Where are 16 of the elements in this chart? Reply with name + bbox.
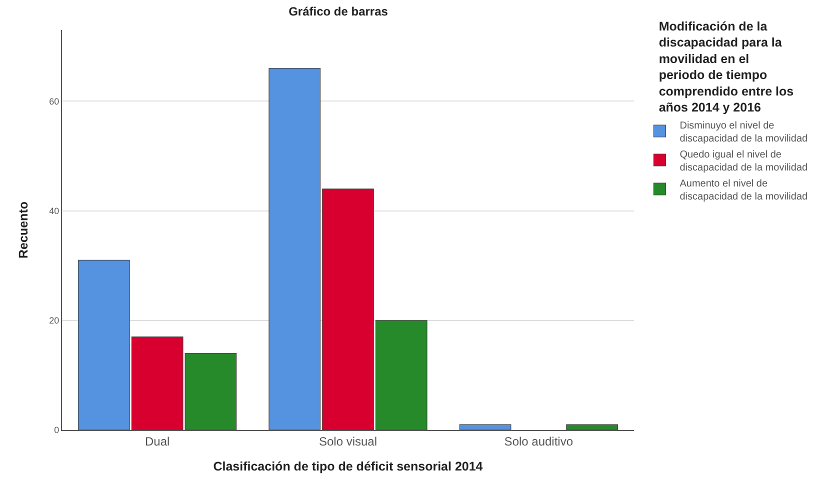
bar [566, 424, 618, 430]
legend-title: Modificación de la discapacidad para la movilidad en el periodo de tiempo comprendido entre los años 2014 y 2016 [658, 19, 794, 114]
bar [459, 424, 512, 430]
y-tick-label: 40 [49, 206, 60, 216]
x-axis-title: Clasificación de tipo de déficit sensorial 2014 [213, 460, 483, 474]
legend-label: Aumento el nivel de discapacidad de la movilidad [680, 178, 808, 202]
legend-label: Quedo igual el nivel de discapacidad de la movilidad [680, 149, 808, 174]
y-tick-label: 20 [49, 316, 60, 326]
y-tick-label: 0 [54, 425, 60, 436]
y-axis-title: Recuento [16, 201, 30, 258]
x-tick-label: Dual [144, 434, 170, 448]
x-tick-label: Solo visual [318, 434, 378, 448]
legend-label: Disminuyo el nivel de discapacidad de la movilidad [680, 120, 808, 144]
y-tick-label: 60 [49, 96, 60, 106]
x-tick-label: Solo auditivo [504, 434, 574, 448]
chart-title: Gráfico de barras [288, 4, 388, 19]
